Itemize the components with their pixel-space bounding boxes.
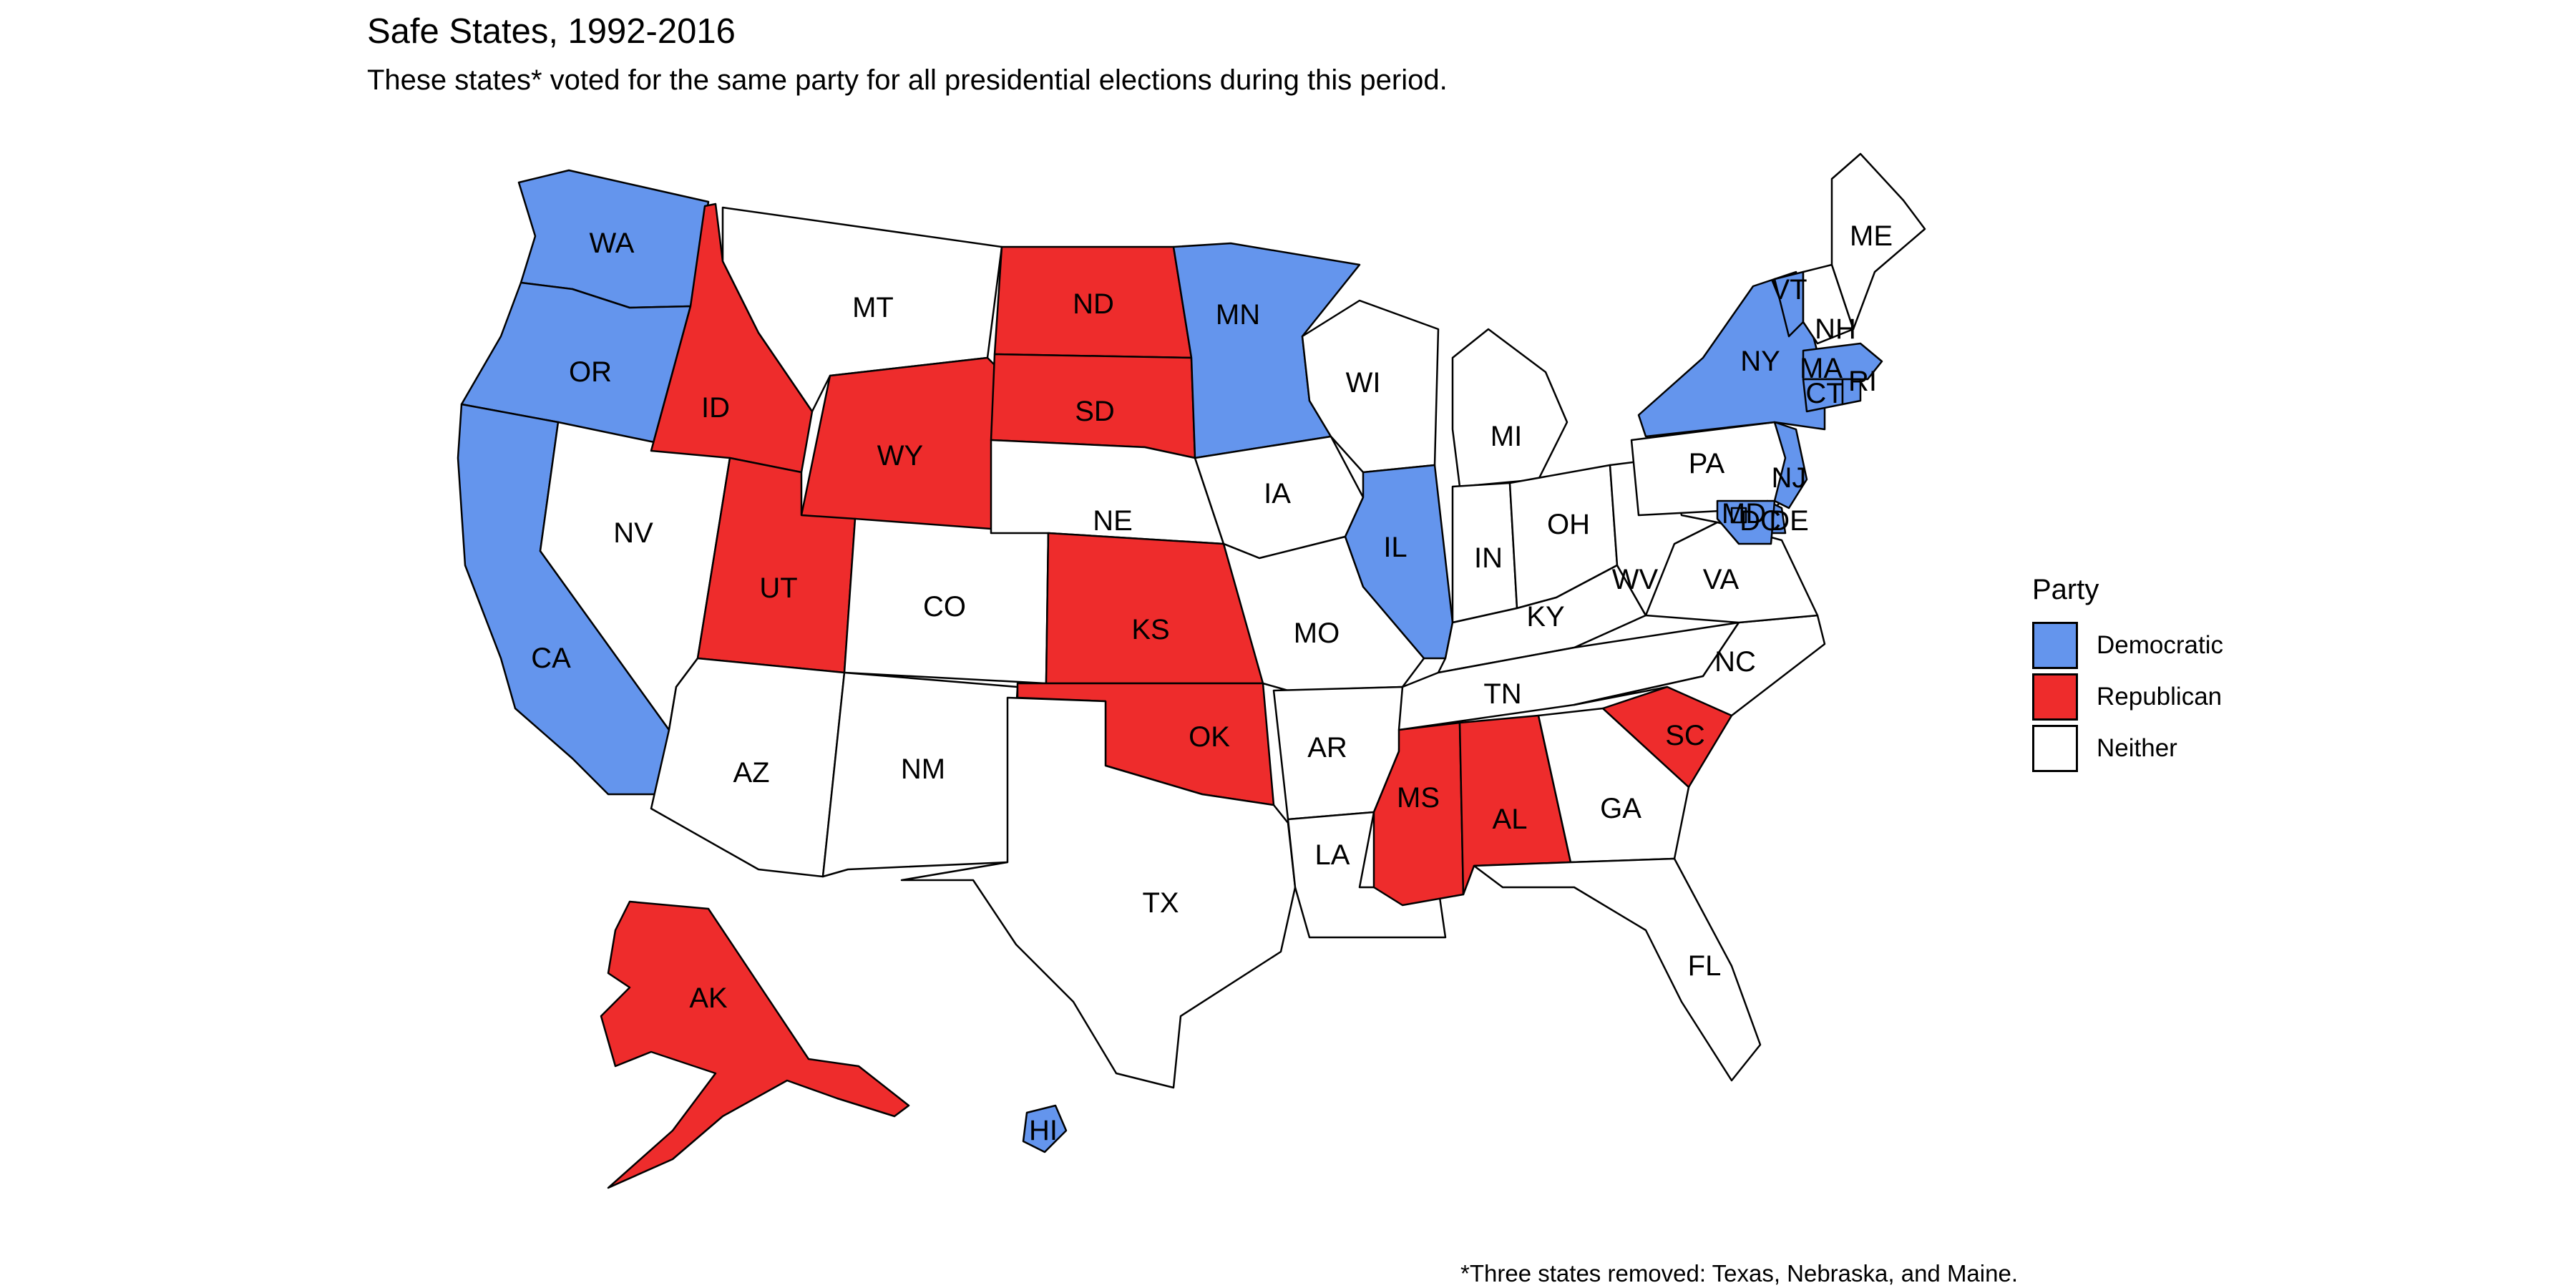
legend-label-democratic: Democratic	[2097, 631, 2223, 659]
state-label-ut: UT	[759, 572, 797, 604]
state-label-wy: WY	[877, 440, 923, 472]
state-label-id: ID	[701, 392, 730, 424]
state-label-sc: SC	[1665, 720, 1705, 751]
state-label-il: IL	[1383, 532, 1407, 563]
state-label-de: DE	[1769, 505, 1809, 537]
state-label-tn: TN	[1483, 678, 1521, 710]
state-ri	[1841, 378, 1862, 406]
state-label-va: VA	[1703, 564, 1740, 595]
state-label-ia: IA	[1264, 478, 1291, 509]
state-label-ms: MS	[1397, 782, 1440, 814]
state-label-hi: HI	[1029, 1115, 1058, 1146]
state-label-ks: KS	[1131, 614, 1169, 645]
state-fl	[1473, 857, 1762, 1082]
state-label-nm: NM	[901, 753, 945, 785]
legend-swatch-republican	[2032, 673, 2078, 721]
state-dc	[1730, 507, 1747, 524]
state-label-mn: MN	[1216, 299, 1260, 331]
map-subtitle: These states* voted for the same party f…	[367, 64, 1448, 96]
state-label-ky: KY	[1526, 601, 1564, 633]
state-label-az: AZ	[733, 757, 769, 789]
state-label-mo: MO	[1294, 618, 1340, 649]
state-label-la: LA	[1315, 839, 1350, 871]
state-ak	[600, 900, 910, 1189]
state-label-or: OR	[569, 356, 612, 388]
legend-item-democratic: Democratic	[2032, 620, 2223, 671]
state-label-mt: MT	[852, 292, 894, 323]
state-ga	[1537, 707, 1690, 864]
state-label-md: MD	[1722, 498, 1766, 530]
state-la	[1287, 811, 1447, 939]
state-label-sd: SD	[1075, 396, 1115, 427]
legend-swatch-democratic	[2032, 622, 2078, 669]
map-title: Safe States, 1992-2016	[367, 12, 736, 51]
state-label-ok: OK	[1189, 721, 1230, 753]
state-nh	[1802, 263, 1855, 345]
legend-item-republican: Republican	[2032, 671, 2223, 723]
state-label-ct: CT	[1805, 378, 1843, 409]
state-tx	[900, 696, 1297, 1089]
state-mt	[721, 206, 1003, 413]
state-ma	[1802, 342, 1883, 381]
state-label-mi: MI	[1491, 421, 1522, 452]
state-label-fl: FL	[1688, 950, 1722, 982]
state-label-in: IN	[1474, 542, 1503, 574]
state-label-ne: NE	[1093, 505, 1133, 537]
state-nj	[1773, 421, 1808, 509]
state-label-nh: NH	[1815, 313, 1856, 345]
state-label-wv: WV	[1612, 564, 1659, 595]
state-label-ak: AK	[689, 982, 728, 1014]
state-nm	[821, 671, 1019, 878]
state-nc	[1573, 614, 1826, 717]
state-label-co: CO	[923, 591, 966, 623]
footnote: *Three states removed: Texas, Nebraska, …	[1460, 1260, 2018, 1287]
legend-title: Party	[2032, 574, 2099, 605]
state-label-al: AL	[1493, 804, 1528, 835]
state-label-wi: WI	[1346, 367, 1381, 399]
state-mi	[1451, 328, 1568, 488]
state-hi	[1022, 1104, 1068, 1153]
state-me	[1830, 152, 1926, 331]
legend-label-republican: Republican	[2097, 683, 2223, 711]
state-label-vt: VT	[1770, 274, 1807, 306]
state-label-dc: DC	[1740, 505, 1781, 537]
state-label-nj: NJ	[1772, 462, 1807, 494]
legend-label-neither: Neither	[2097, 734, 2177, 762]
state-label-nd: ND	[1073, 288, 1114, 320]
state-label-ri: RI	[1848, 366, 1877, 397]
state-shapes	[457, 152, 1926, 1189]
state-label-nc: NC	[1714, 646, 1756, 678]
state-label-ma: MA	[1800, 353, 1843, 384]
state-label-oh: OH	[1547, 509, 1590, 540]
state-label-ga: GA	[1600, 793, 1641, 824]
state-label-pa: PA	[1689, 448, 1725, 479]
legend-swatch-neither	[2032, 725, 2078, 772]
state-label-me: ME	[1850, 220, 1893, 252]
legend-item-neither: Neither	[2032, 723, 2223, 774]
state-labels: WA OR CA NV ID MT WY UT AZ CO NM ND SD NE KS OK TX MN IA MO…	[531, 220, 1893, 1146]
state-il	[1344, 464, 1454, 660]
state-label-tx: TX	[1142, 887, 1179, 919]
state-label-wa: WA	[590, 228, 635, 259]
state-label-ar: AR	[1307, 732, 1347, 763]
state-label-ca: CA	[531, 643, 571, 674]
state-label-ny: NY	[1740, 346, 1780, 377]
legend: Party Democratic Republican Neither	[2032, 572, 2223, 774]
state-label-nv: NV	[613, 517, 653, 549]
